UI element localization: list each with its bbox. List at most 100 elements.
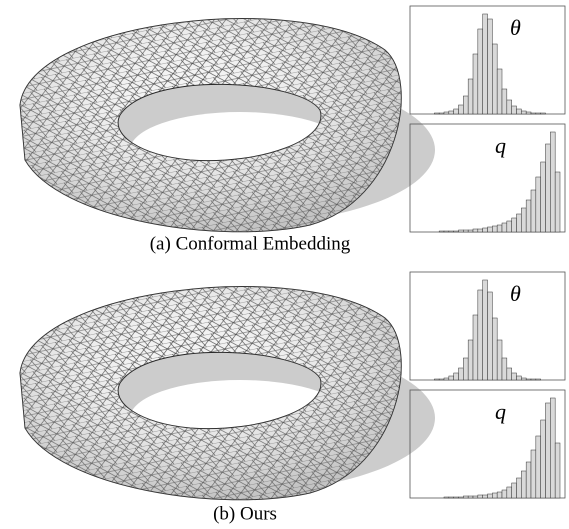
histogram-bar — [463, 496, 468, 498]
histogram-bar — [512, 218, 517, 232]
histogram-bar — [521, 471, 526, 498]
histogram-bar — [497, 225, 502, 232]
histogram-bar — [541, 113, 546, 114]
histogram-bar — [434, 379, 439, 380]
histogram-bar — [507, 368, 512, 380]
histogram-bar — [512, 373, 517, 380]
histogram-bar — [478, 290, 483, 380]
histogram-bar — [454, 231, 459, 232]
histogram-bar — [478, 495, 483, 498]
histogram-bar — [531, 190, 536, 232]
histogram-bar — [526, 112, 531, 114]
histogram-bar — [439, 231, 444, 232]
histogram-bar — [463, 230, 468, 232]
histogram-bar — [531, 450, 536, 498]
histogram-bar — [454, 373, 459, 380]
histogram-bar — [468, 230, 473, 232]
histogram-bar — [449, 497, 454, 498]
histogram-bar — [468, 340, 473, 380]
histogram-bar — [517, 109, 522, 114]
histogram-bar — [507, 100, 512, 114]
histogram-bar — [497, 340, 502, 380]
histogram-bar — [526, 462, 531, 498]
histogram-bar — [483, 228, 488, 232]
histogram-bar — [536, 379, 541, 380]
histogram-bar — [531, 379, 536, 380]
caption: (a) Conformal Embedding — [150, 233, 351, 254]
histogram-bar — [536, 113, 541, 114]
histogram-bar — [473, 496, 478, 498]
histogram-bar — [478, 229, 483, 232]
histogram-bar — [439, 113, 444, 114]
histogram-bar — [526, 200, 531, 232]
histogram-bar — [536, 436, 541, 498]
histogram-bar — [488, 292, 493, 380]
histogram-bar — [536, 177, 541, 232]
histogram-bar — [507, 487, 512, 498]
histogram-bar — [444, 497, 449, 498]
histogram-symbol: q — [495, 399, 506, 424]
histogram-bar — [541, 162, 546, 232]
histogram-bar — [555, 172, 560, 232]
histogram-bar — [492, 493, 497, 498]
histogram-bar — [463, 358, 468, 380]
histogram-bar — [517, 376, 522, 380]
histogram-bar — [444, 378, 449, 380]
mesh-illustrations — [20, 19, 435, 500]
histogram-bar — [473, 54, 478, 114]
histogram-bar — [459, 230, 464, 232]
histogram-bar — [473, 315, 478, 380]
histogram-bar — [444, 112, 449, 114]
histogram-bar — [502, 358, 507, 380]
histogram-bar — [449, 231, 454, 232]
histogram-symbol: θ — [510, 281, 521, 306]
torus-b — [20, 287, 435, 500]
histogram-bar — [497, 69, 502, 114]
histogram-bar — [454, 109, 459, 114]
histogram-bar — [517, 214, 522, 232]
histogram-bar — [488, 19, 493, 114]
histogram-bar — [502, 223, 507, 232]
histogram-bar — [459, 368, 464, 380]
histogram-bar — [439, 379, 444, 380]
histogram-bar — [531, 113, 536, 114]
histogram-bar — [463, 96, 468, 114]
torus-a — [20, 19, 435, 232]
histogram-bar — [521, 111, 526, 114]
histogram-bar — [550, 398, 555, 498]
histogram-bar — [478, 29, 483, 114]
histogram-bar — [454, 497, 459, 498]
histogram-bar — [550, 132, 555, 232]
histogram-bar — [488, 227, 493, 232]
histogram-bar — [517, 478, 522, 498]
histogram-bar — [468, 496, 473, 498]
histogram-bar — [459, 497, 464, 498]
figure-canvas: (a) Conformal Embedding θ q (b) Ours θ q — [0, 0, 569, 529]
histogram-bar — [512, 483, 517, 498]
histogram-bar — [492, 318, 497, 380]
figure: (a) Conformal Embedding θ q (b) Ours θ q — [0, 0, 569, 529]
histogram-bar — [459, 105, 464, 114]
histogram-bar — [546, 403, 551, 498]
histogram-symbol: θ — [510, 15, 521, 40]
histogram-bar — [526, 379, 531, 380]
histogram-bar — [521, 208, 526, 232]
histogram-bar — [521, 378, 526, 380]
histogram-bar — [555, 443, 560, 498]
histogram-bar — [449, 376, 454, 380]
histogram-bar — [492, 44, 497, 114]
histogram-bar — [483, 280, 488, 380]
histogram-symbol: q — [495, 133, 506, 158]
histogram-bar — [483, 495, 488, 498]
histogram-bar — [507, 221, 512, 232]
histogram-bar — [497, 492, 502, 498]
histogram-bar — [541, 420, 546, 498]
histogram-bar — [434, 113, 439, 114]
histogram-bar — [546, 144, 551, 232]
histogram-bar — [468, 79, 473, 114]
histogram-bar — [502, 490, 507, 498]
histogram-bar — [473, 229, 478, 232]
histogram-bar — [449, 111, 454, 114]
histogram-bar — [512, 106, 517, 114]
caption: (b) Ours — [213, 503, 277, 524]
